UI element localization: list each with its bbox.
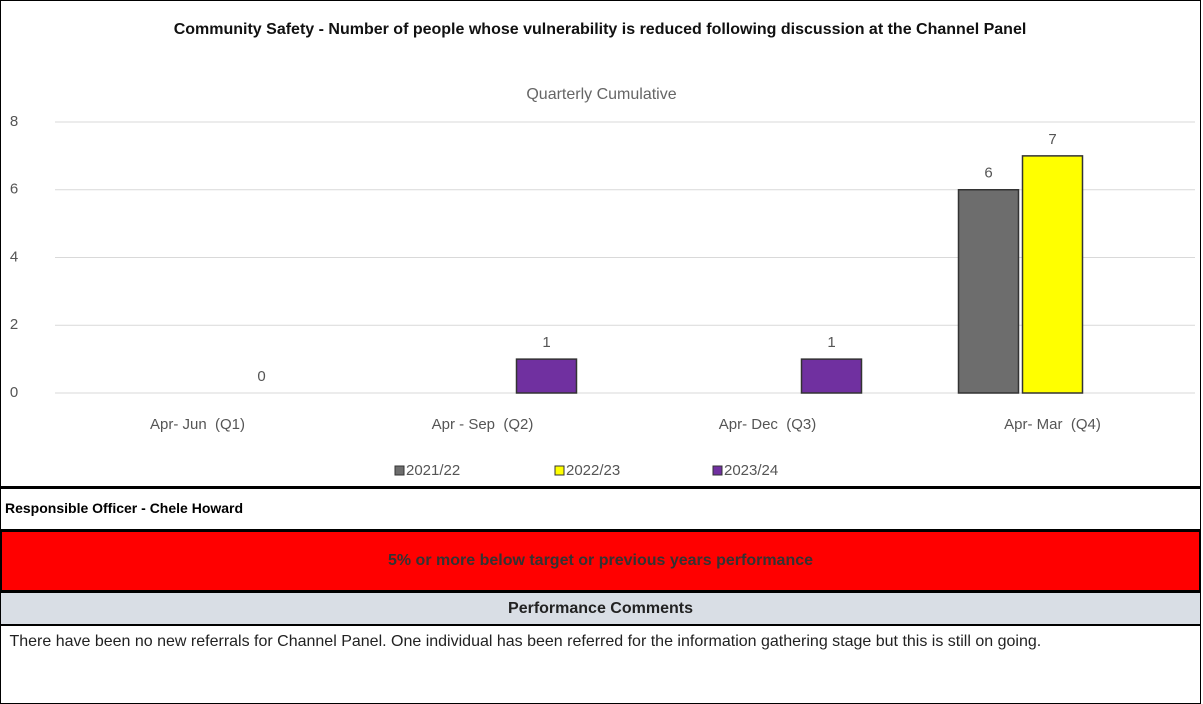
legend-swatch [394,465,405,476]
data-label: 0 [257,368,265,385]
comments: There have been no new referrals for Cha… [0,625,1201,704]
chart-subtitle: Quarterly Cumulative [526,86,677,103]
chart-frame [0,0,1201,488]
legend-swatch [712,465,723,476]
bar [957,189,1020,394]
status-banner: 5% or more below target or previous year… [0,530,1201,592]
y-tick-label: 8 [10,113,18,130]
data-label: 7 [1048,131,1056,148]
chart-title: Community Safety - Number of people whos… [173,21,1027,38]
bar [515,358,578,394]
legend-swatch [554,465,565,476]
y-tick-label: 2 [10,316,18,333]
legend-label: 2021/22 [406,462,460,479]
data-label: 1 [827,334,835,351]
legend-label: 2022/23 [566,462,620,479]
x-tick-label: Apr- Dec (Q3) [719,416,817,433]
data-label: 1 [542,334,550,351]
x-tick-label: Apr- Jun (Q1) [150,416,245,433]
legend-label: 2023/24 [724,462,778,479]
x-tick-label: Apr - Sep (Q2) [432,416,534,433]
chart: 0 2 4 6 8 Apr- Jun (Q1) 0 Apr - Sep (Q2) 1 Apr- D… [10,113,1195,479]
y-tick-label: 0 [10,384,18,401]
x-tick-label: Apr- Mar (Q4) [1004,416,1101,433]
data-label: 6 [984,165,992,182]
bar [800,358,863,394]
comments-header: Performance Comments [0,592,1201,625]
bar [1021,155,1084,394]
officer: Responsible Officer - Chele Howard [0,488,1201,530]
y-tick-label: 4 [10,248,18,265]
y-tick-label: 6 [10,181,18,198]
